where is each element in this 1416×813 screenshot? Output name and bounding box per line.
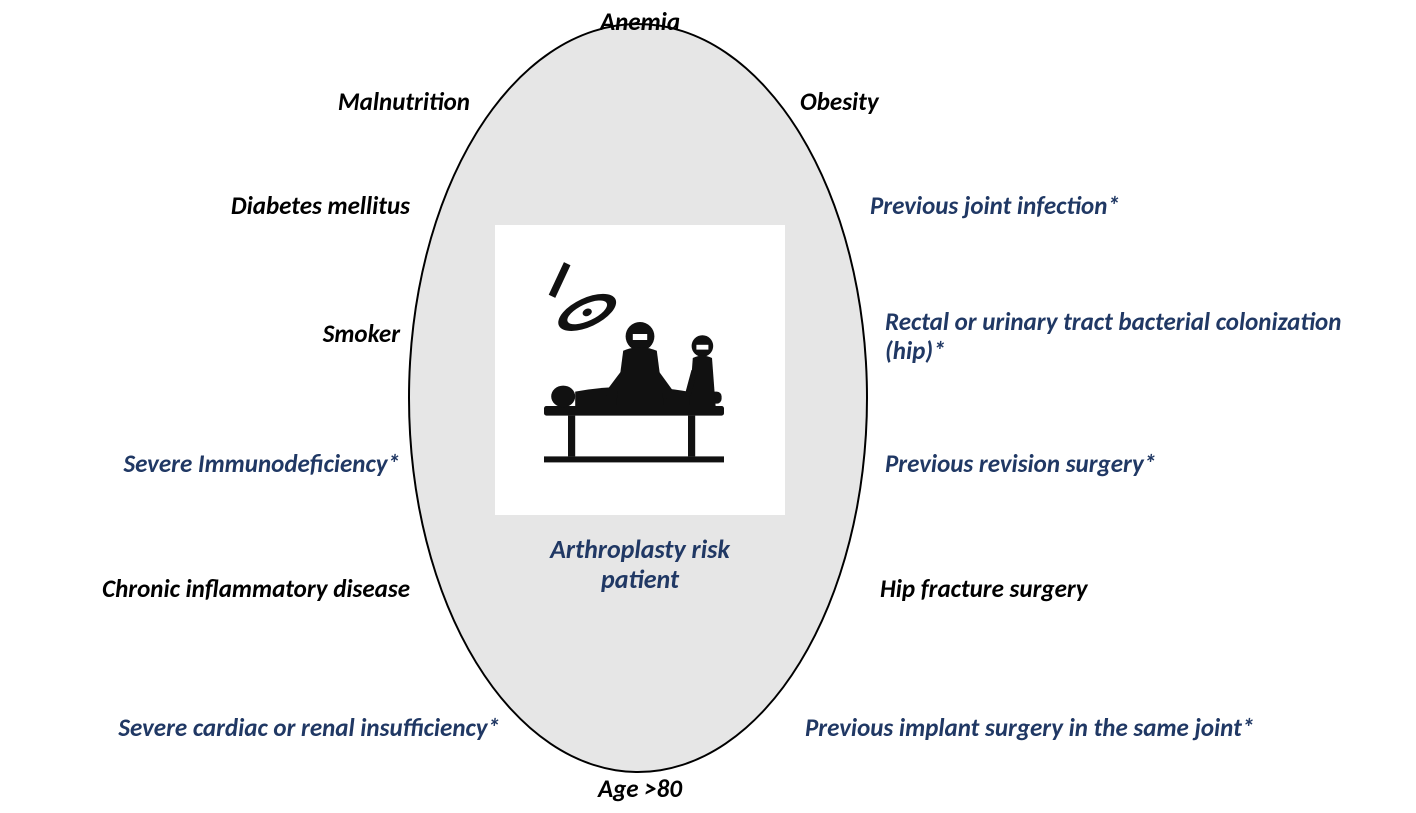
- label-prev-revision: Previous revision surgery*: [885, 450, 1305, 479]
- label-prev-implant: Previous implant surgery in the same joi…: [805, 714, 1405, 743]
- label-anemia: Anemia: [555, 8, 725, 37]
- label-chronic-inflam: Chronic inflammatory disease: [0, 575, 410, 604]
- surgery-icon: [520, 250, 760, 490]
- diagram-stage: Arthroplasty risk patient Anemia Malnutri…: [0, 0, 1416, 813]
- label-cardiac-renal: Severe cardiac or renal insufficiency*: [0, 714, 500, 743]
- label-diabetes: Diabetes mellitus: [150, 192, 410, 221]
- label-obesity: Obesity: [800, 88, 1000, 117]
- label-rectal-urinary: Rectal or urinary tract bacterial coloni…: [885, 308, 1416, 366]
- label-malnutrition: Malnutrition: [250, 88, 470, 117]
- label-smoker: Smoker: [230, 320, 400, 349]
- label-hip-fracture: Hip fracture surgery: [880, 575, 1240, 604]
- label-age: Age >80: [555, 775, 725, 804]
- label-prev-joint-inf: Previous joint infection*: [870, 192, 1270, 221]
- center-caption: Arthroplasty risk patient: [520, 535, 760, 595]
- label-immunodef: Severe Immunodeficiency*: [30, 450, 400, 479]
- center-panel: [495, 225, 785, 515]
